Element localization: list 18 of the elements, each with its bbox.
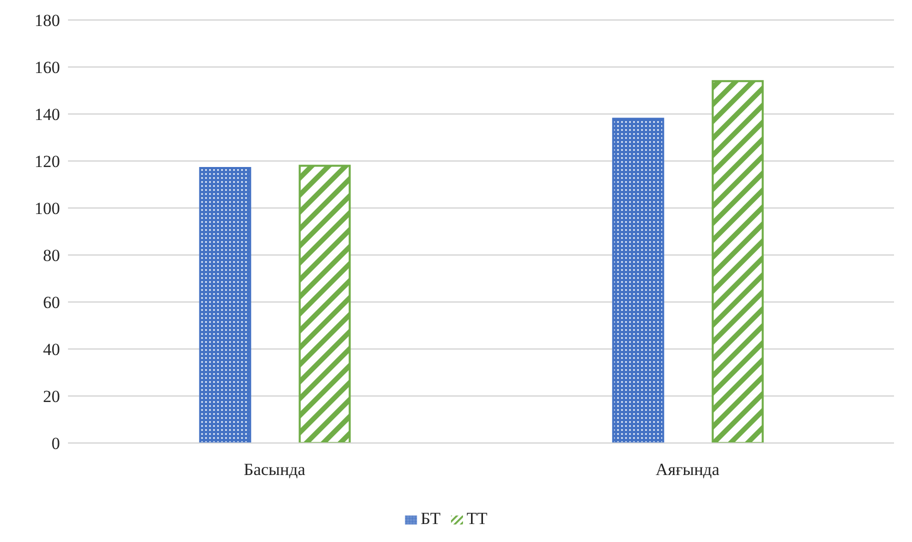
bar — [298, 164, 351, 443]
legend-label: ТТ — [466, 509, 488, 528]
bar — [199, 167, 252, 443]
y-tick-label: 160 — [34, 58, 60, 78]
y-tick-label: 60 — [43, 293, 60, 312]
legend-label: БТ — [420, 509, 441, 528]
y-tick-label: 100 — [34, 199, 60, 218]
bar — [712, 80, 764, 443]
y-tick-label: 20 — [43, 387, 60, 406]
y-tick-label: 0 — [52, 434, 60, 454]
y-tick-label: 140 — [34, 105, 60, 124]
y-tick-label: 80 — [43, 246, 60, 266]
y-tick-label: 40 — [43, 340, 60, 360]
y-tick-label: 120 — [34, 152, 60, 172]
bar — [612, 118, 664, 443]
x-tick-label: Аяғында — [656, 460, 720, 480]
x-tick-label: Басында — [244, 460, 306, 480]
y-tick-label: 180 — [34, 11, 60, 30]
